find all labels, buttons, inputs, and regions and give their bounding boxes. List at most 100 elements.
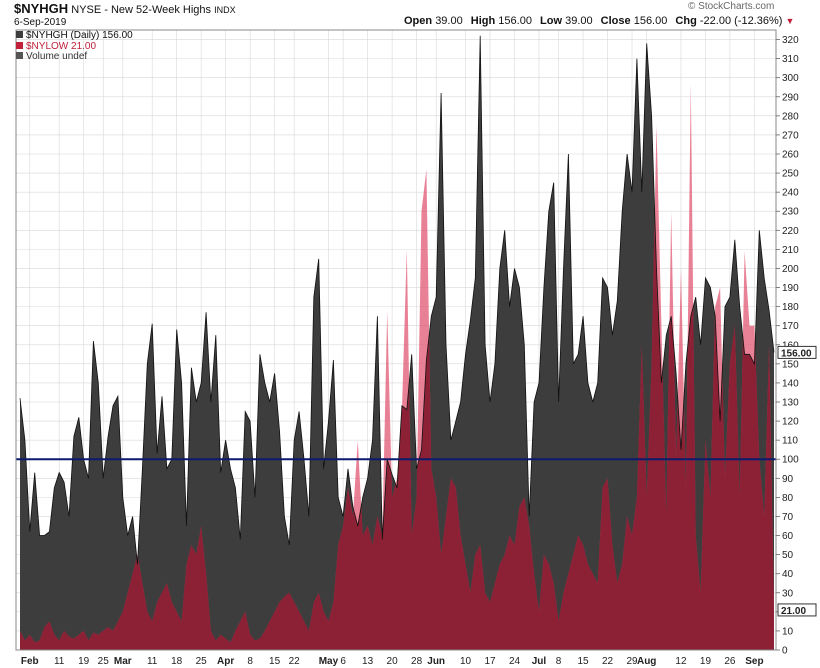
x-tick-label: Sep xyxy=(745,656,763,667)
y-tick-label: 70 xyxy=(782,512,794,523)
plot-frame xyxy=(15,29,777,651)
legend-item-highs: $NYHGH (Daily) 156.00 xyxy=(16,30,133,41)
y-tick-label: 170 xyxy=(782,321,799,332)
series-highs-area xyxy=(20,35,774,650)
y-tick-label: 180 xyxy=(782,302,799,313)
high-value: 156.00 xyxy=(498,15,532,27)
y-tick-label: 320 xyxy=(782,35,799,46)
series-highs-line xyxy=(19,35,775,565)
x-tick-label: 25 xyxy=(196,656,208,667)
legend-swatch-highs xyxy=(16,31,23,38)
title-row: $NYHGH NYSE - New 52-Week Highs INDX xyxy=(14,1,236,16)
x-tick-label: 8 xyxy=(556,656,562,667)
legend-label-highs: $NYHGH (Daily) 156.00 xyxy=(26,30,133,41)
legend-swatch-lows xyxy=(16,42,23,49)
legend-label-lows: $NYLOW 21.00 xyxy=(26,41,97,52)
x-tick-label: 11 xyxy=(54,656,65,667)
y-tick-label: 210 xyxy=(782,245,799,256)
x-tick-label: 26 xyxy=(724,656,736,667)
x-tick-label: May xyxy=(319,656,339,667)
last-value-highs: 156.00 xyxy=(781,348,812,359)
x-tick-label: 20 xyxy=(387,656,399,667)
low-value: 39.00 xyxy=(565,15,593,27)
x-tick-label: 10 xyxy=(460,656,472,667)
ohlc-row: Open 39.00 High 156.00 Low 39.00 Close 1… xyxy=(404,15,794,27)
x-tick-label: 15 xyxy=(269,656,281,667)
x-tick-label: 25 xyxy=(98,656,110,667)
y-tick-label: 100 xyxy=(782,455,799,466)
x-tick-label: Jun xyxy=(427,656,445,667)
x-tick-label: 29 xyxy=(626,656,638,667)
legend-item-volume: Volume undef xyxy=(16,51,87,62)
y-tick-label: 120 xyxy=(782,417,799,428)
y-tick-label: 90 xyxy=(782,474,794,485)
open-value: 39.00 xyxy=(435,15,463,27)
x-tick-label: Aug xyxy=(637,656,656,667)
x-tick-label: 11 xyxy=(147,656,158,667)
y-tick-label: 10 xyxy=(782,626,794,637)
x-tick-label: 22 xyxy=(289,656,301,667)
x-tick-label: 17 xyxy=(484,656,496,667)
x-tick-label: 15 xyxy=(577,656,589,667)
exchange-name: NYSE - New 52-Week Highs xyxy=(71,4,212,16)
open-label: Open xyxy=(404,15,433,27)
legend-label-volume: Volume undef xyxy=(26,51,88,62)
x-tick-label: 24 xyxy=(509,656,521,667)
last-value-tag-highs xyxy=(777,345,817,359)
symbol: $NYHGH xyxy=(14,1,69,16)
y-tick-label: 160 xyxy=(782,340,799,351)
y-tick-label: 260 xyxy=(782,150,799,161)
x-tick-label: 13 xyxy=(362,656,374,667)
close-value: 156.00 xyxy=(633,15,668,27)
y-tick-label: 60 xyxy=(782,531,794,542)
y-tick-label: 0 xyxy=(782,646,788,657)
x-tick-label: Apr xyxy=(217,656,234,667)
y-tick-label: 250 xyxy=(782,169,799,180)
y-tick-label: 190 xyxy=(782,283,799,294)
x-tick-label: 22 xyxy=(602,656,614,667)
date-label: 6-Sep-2019 xyxy=(14,17,67,28)
y-tick-label: 40 xyxy=(782,569,794,580)
x-tick-label: 19 xyxy=(78,656,90,667)
y-tick-label: 110 xyxy=(782,436,798,447)
y-tick-label: 240 xyxy=(782,188,799,199)
last-value-lows: 21.00 xyxy=(781,606,806,617)
y-tick-label: 220 xyxy=(782,226,799,237)
y-tick-label: 140 xyxy=(782,378,799,389)
x-tick-label: Feb xyxy=(21,656,39,667)
y-tick-label: 80 xyxy=(782,493,794,504)
last-value-tag-lows xyxy=(777,603,817,617)
high-label: High xyxy=(470,15,496,27)
close-label: Close xyxy=(600,15,631,27)
last-value-tags: 156.00 21.00 xyxy=(777,345,817,617)
x-tick-label: Jul xyxy=(532,656,547,667)
index-type: INDX xyxy=(214,5,236,15)
x-axis: Feb 11 19 25 Mar 11 18 25 Apr 8 15 22 May 6 13 20 28 Jun 1… xyxy=(21,656,764,667)
y-tick-label: 200 xyxy=(782,264,799,275)
chg-value: -22.00 (-12.36%) xyxy=(699,15,783,27)
y-tick-label: 50 xyxy=(782,550,794,561)
legend-swatch-volume xyxy=(16,52,23,59)
y-tick-label: 290 xyxy=(782,92,799,103)
y-tick-label: 30 xyxy=(782,588,794,599)
y-tick-label: 230 xyxy=(782,207,799,218)
series-overlap-area xyxy=(20,83,774,650)
watermark: © StockCharts.com xyxy=(688,1,775,12)
x-tick-label: Mar xyxy=(114,656,132,667)
x-tick-label: 28 xyxy=(411,656,423,667)
y-tick-label: 270 xyxy=(782,130,799,141)
area-layer xyxy=(19,35,775,650)
y-tick-label: 310 xyxy=(782,54,799,65)
down-arrow-icon: ▼ xyxy=(785,16,795,26)
y-tick-label: 130 xyxy=(782,398,799,409)
y-axis: 0102030405060708090100110120130140150160… xyxy=(776,35,799,657)
x-tick-label: 8 xyxy=(247,656,253,667)
legend-item-lows: $NYLOW 21.00 xyxy=(16,41,96,52)
y-tick-label: 280 xyxy=(782,111,799,122)
x-tick-label: 12 xyxy=(675,656,687,667)
x-tick-label: 19 xyxy=(700,656,712,667)
y-tick-label: 300 xyxy=(782,73,799,84)
low-label: Low xyxy=(540,15,563,27)
y-tick-label: 150 xyxy=(782,359,799,370)
